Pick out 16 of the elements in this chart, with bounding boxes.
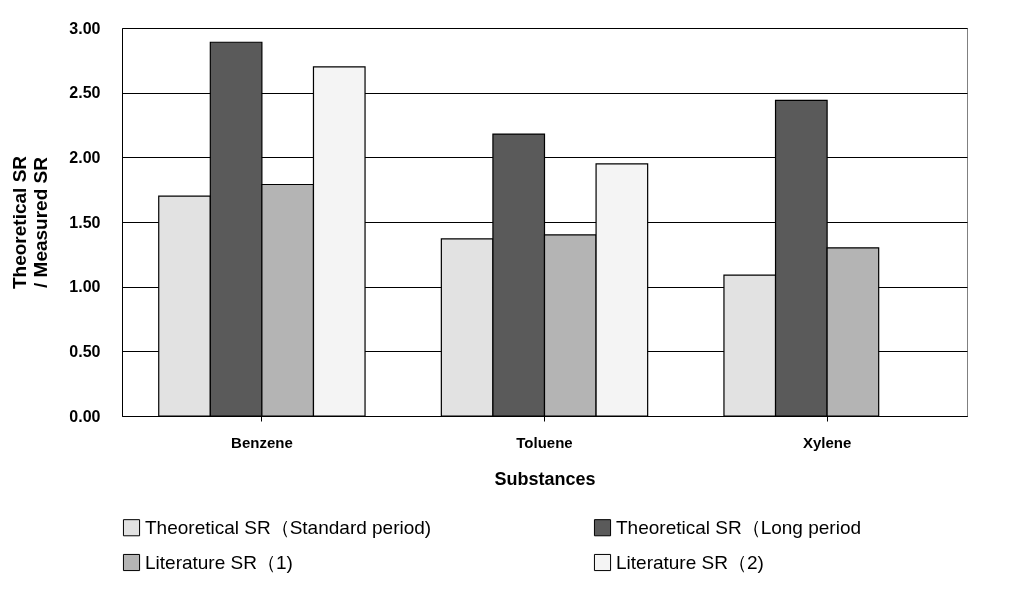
y-tick-label: 2.00 (69, 148, 101, 166)
legend-label: Literature SR（1) (145, 551, 293, 573)
x-axis-title: Substances (494, 468, 596, 489)
y-tick-label: 0.50 (69, 342, 101, 360)
y-tick-label: 3.00 (69, 19, 101, 37)
x-tick-label: Benzene (231, 433, 293, 451)
legend-label: Literature SR（2) (616, 551, 764, 573)
x-tick-label: Toluene (516, 433, 573, 451)
x-tick-label: Xylene (802, 433, 852, 451)
y-tick-label: 0.00 (69, 407, 101, 425)
y-tick-label: 1.50 (69, 213, 101, 231)
y-axis-title: Theoretical SR / Measured SR (9, 155, 52, 290)
y-tick-label: 2.50 (69, 84, 101, 102)
legend-label: Theoretical SR（Long period (616, 516, 862, 538)
y-tick-label: 1.00 (69, 278, 101, 296)
legend-label: Theoretical SR（Standard period) (145, 516, 432, 538)
